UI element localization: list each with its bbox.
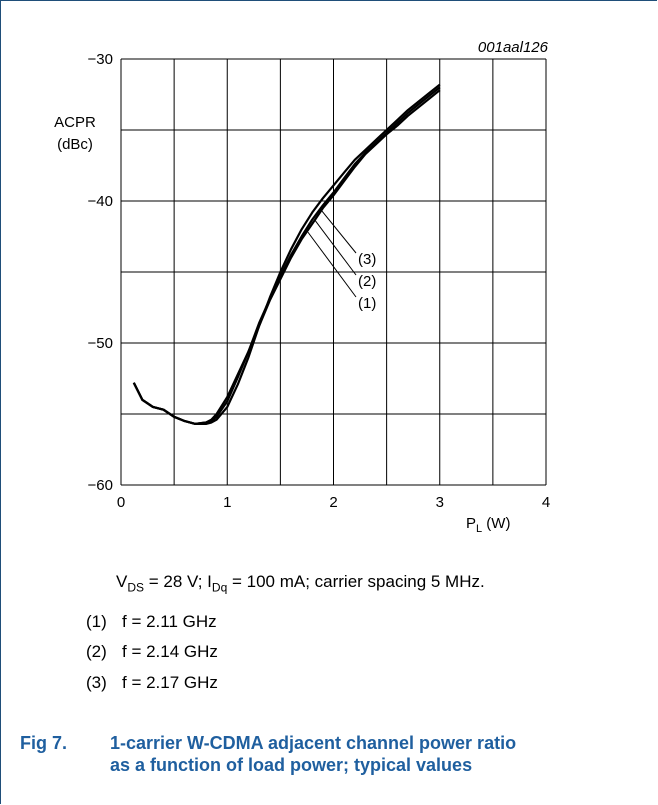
tick-labels: 0 1 2 3 4 −30 −40 −50 −60	[88, 51, 551, 511]
x-tick-label: 4	[542, 494, 550, 511]
y-tick-label: −60	[88, 477, 113, 494]
series-group	[132, 83, 441, 425]
y-tick-label: −40	[88, 193, 113, 210]
y-tick-label: −50	[88, 335, 113, 352]
x-axis-label-unit: (W)	[482, 515, 510, 532]
series-line-3	[132, 83, 441, 425]
x-axis-label: PL (W)	[466, 515, 510, 535]
y-tick-label: −30	[88, 51, 113, 68]
series-callout-label: (1)	[358, 295, 376, 312]
acpr-chart: 0 1 2 3 4 −30 −40 −50 −60 001aal126 ACPR (dBc) P…	[54, 39, 551, 535]
chart-grid	[120, 58, 547, 486]
series-callout-line	[320, 209, 357, 254]
series-callout-label: (3)	[358, 251, 376, 268]
y-axis-label-line2: (dBc)	[57, 136, 93, 153]
series-callouts: (3) (2) (1)	[307, 209, 376, 312]
legend-item-3: (3) f = 2.17 GHz	[86, 673, 218, 692]
figure-caption-text: 1-carrier W-CDMA adjacent channel power …	[110, 733, 517, 775]
figure-number: Fig 7.	[20, 733, 68, 753]
y-axis-label-line1: ACPR	[54, 114, 96, 131]
x-axis-label-main: P	[466, 515, 476, 532]
figure-id: 001aal126	[478, 39, 549, 56]
x-tick-label: 0	[117, 494, 125, 511]
series-callout-label: (2)	[358, 273, 376, 290]
series-callout-line	[307, 231, 357, 298]
series-callout-line	[313, 219, 357, 276]
legend-item-1: (1) f = 2.11 GHz	[86, 612, 217, 631]
x-tick-label: 1	[223, 494, 231, 511]
test-conditions: VDS = 28 V; IDq = 100 mA; carrier spacin…	[116, 572, 485, 595]
x-tick-label: 2	[329, 494, 337, 511]
x-tick-label: 3	[436, 494, 444, 511]
series-line-2	[132, 86, 441, 425]
legend-item-2: (2) f = 2.14 GHz	[86, 642, 218, 661]
x-axis-label-sub: L	[476, 523, 482, 535]
